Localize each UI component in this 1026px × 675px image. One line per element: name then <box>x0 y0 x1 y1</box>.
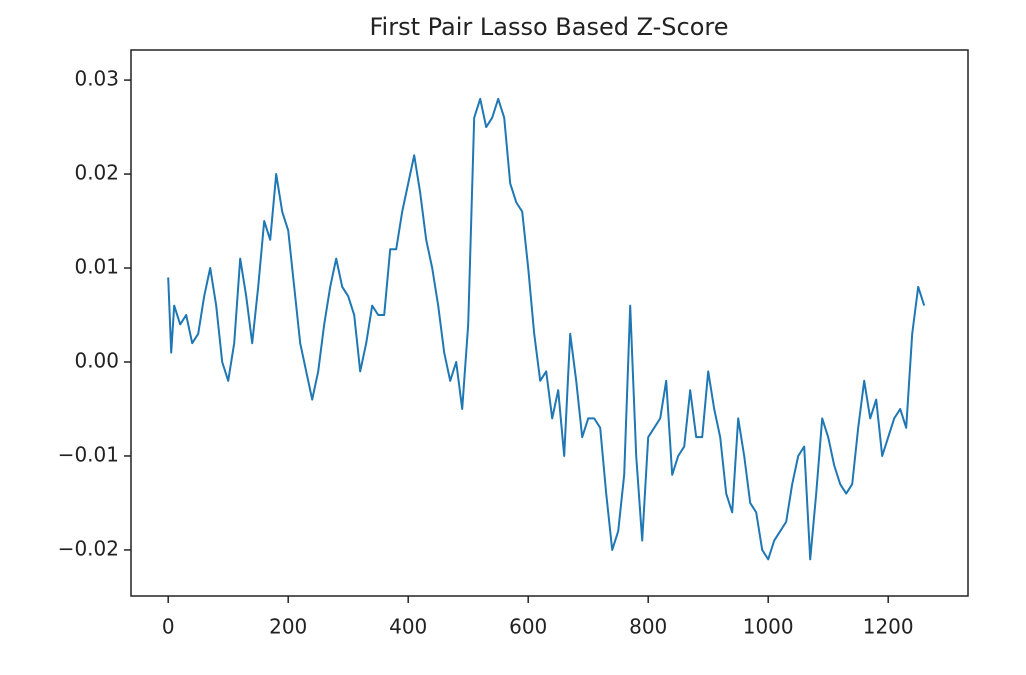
x-tick-label: 800 <box>629 615 667 639</box>
chart-title: First Pair Lasso Based Z-Score <box>369 13 728 41</box>
x-tick-label: 1200 <box>863 615 914 639</box>
plot-frame <box>130 49 969 597</box>
x-tick-label: 600 <box>509 615 547 639</box>
y-tick-label: 0.00 <box>74 349 119 373</box>
y-tick-label: 0.02 <box>74 161 119 185</box>
x-tick-label: 1000 <box>743 615 794 639</box>
y-tick-label: 0.01 <box>74 255 119 279</box>
x-tick-label: 400 <box>389 615 427 639</box>
y-tick-label: −0.02 <box>58 536 119 560</box>
line-series <box>167 97 926 561</box>
x-tick-label: 200 <box>269 615 307 639</box>
y-tick-label: 0.03 <box>74 67 119 91</box>
x-tick-label: 0 <box>162 615 175 639</box>
y-tick-label: −0.01 <box>58 442 119 466</box>
